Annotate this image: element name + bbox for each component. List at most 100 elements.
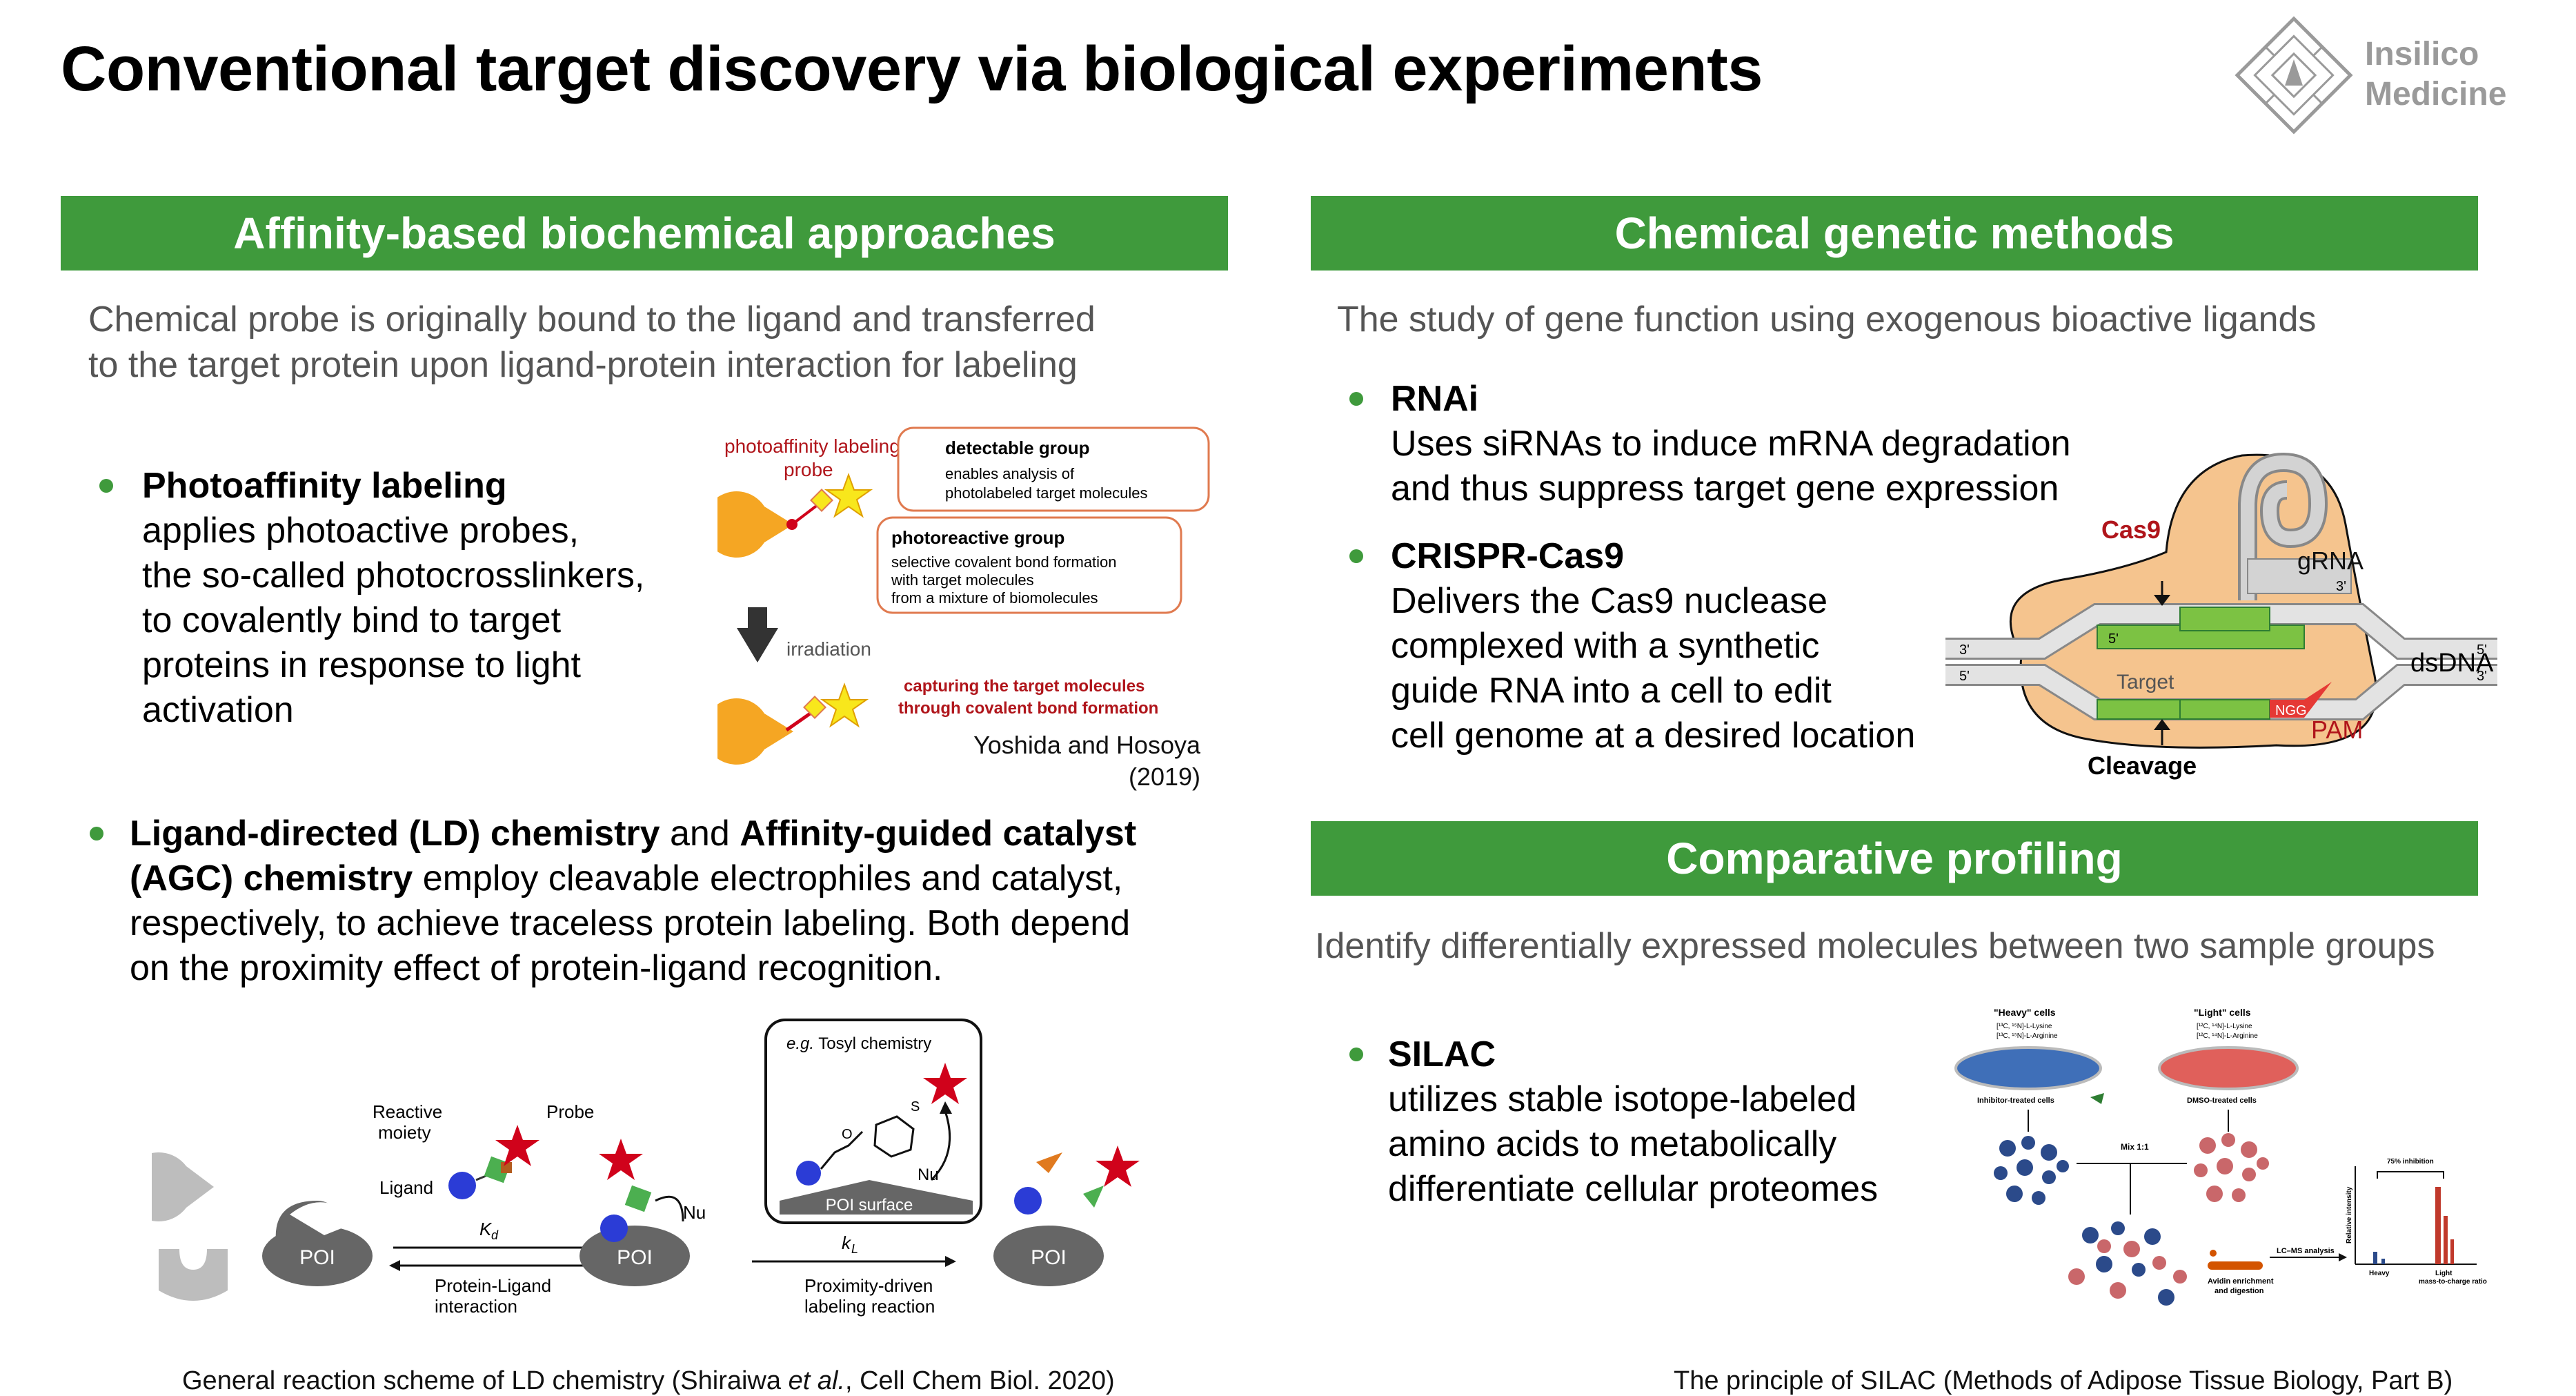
crispr-line: cell genome at a desired location [1391, 716, 1916, 756]
detect-line: enables analysis of [945, 465, 1075, 482]
logo-line2: Medicine [2365, 76, 2507, 112]
silac-line: amino acids to metabolically [1388, 1124, 1837, 1164]
comparative-intro: Identify differentially expressed molecu… [1315, 926, 2435, 966]
probe-star-icon [495, 1125, 539, 1166]
dna-5prime-r: 5' [2477, 642, 2487, 658]
inhibition-label: 75% inhibition [2387, 1158, 2434, 1166]
heavy-dish-icon [1954, 1046, 2102, 1090]
ld-chemistry-bullet: Ligand-directed (LD) chemistry and Affin… [84, 812, 1261, 991]
photoaffinity-title: Photoaffinity labeling [142, 466, 507, 506]
grna-label: gRNA [2297, 547, 2364, 575]
probe-label: Probe [546, 1101, 594, 1122]
silac-line: utilizes stable isotope-labeled [1388, 1079, 1857, 1119]
poi-shape-icon [993, 1226, 1104, 1286]
rnai-line: Uses siRNAs to induce mRNA degradation [1391, 424, 2071, 464]
affinity-intro-line1: Chemical probe is originally bound to th… [88, 299, 1096, 340]
crispr-title: CRISPR-Cas9 [1391, 536, 1625, 576]
photo-line: from a mixture of biomolecules [891, 589, 1098, 607]
pd-label: Proximity-driven [804, 1275, 933, 1296]
reactive-label2: moiety [378, 1122, 431, 1143]
poi-surface-label: POI surface [826, 1196, 913, 1215]
dsdna-label: dsDNA [2410, 649, 2494, 678]
photo-citation: Yoshida and Hosoya [973, 731, 1201, 759]
agc-bold2: (AGC) chemistry [130, 858, 413, 898]
page-title: Conventional target discovery via biolog… [61, 34, 1763, 104]
probe-label2: probe [784, 459, 833, 480]
photo-line: with target molecules [891, 571, 1034, 589]
agc-bold: Affinity-guided catalyst [740, 814, 1137, 854]
photoaffinity-line: applies photoactive probes, [142, 511, 579, 551]
cleavage-arrow-icon [2154, 719, 2170, 730]
silac-figure: "Heavy" cells [¹³C, ¹⁵N]-L-Lysine [¹³C, … [1954, 1007, 2487, 1306]
dna-3prime: 3' [1959, 642, 1970, 658]
kl-label: k [842, 1232, 852, 1253]
light-cells-label: "Light" cells [2194, 1007, 2251, 1018]
cleavage-label: Cleavage [2088, 751, 2197, 780]
probe-star-icon [923, 1063, 967, 1104]
cleavage-arrow-icon [2154, 595, 2170, 606]
affinity-header: Affinity-based biochemical approaches [61, 196, 1228, 271]
poi-label: POI [617, 1246, 653, 1269]
detect-line: photolabeled target molecules [945, 484, 1148, 502]
reactive-label: Reactive [373, 1101, 442, 1122]
ld-line1: Ligand-directed (LD) chemistry and Affin… [130, 812, 1261, 856]
ld-bold: Ligand-directed (LD) chemistry [130, 814, 660, 854]
tosyl-eg: e.g. [786, 1034, 814, 1053]
logo-line1: Insilico [2365, 36, 2479, 72]
crispr-line: guide RNA into a cell to edit [1391, 671, 1832, 711]
rnai-line: and thus suppress target gene expression [1391, 469, 2059, 509]
avidin-label: Avidin enrichment [2208, 1277, 2274, 1286]
lcms-label: LC–MS analysis [2277, 1247, 2335, 1255]
silac-title: SILAC [1388, 1034, 1496, 1074]
photoaffinity-bullet: Photoaffinity labeling applies photoacti… [97, 464, 644, 733]
silac-caption: The principle of SILAC (Methods of Adipo… [1674, 1366, 2453, 1395]
photoaffinity-line: activation [142, 690, 294, 730]
inhib-label: Inhibitor-treated cells [1977, 1097, 2054, 1105]
ld-caption-em: et al. [788, 1366, 845, 1395]
arrow-down-icon [737, 607, 778, 662]
mz-label: mass-to-charge ratio [2419, 1278, 2487, 1286]
logo-text: Insilico Medicine [2365, 35, 2506, 115]
mix-label: Mix 1:1 [2121, 1142, 2149, 1152]
affinity-intro-line2: to the target protein upon ligand-protei… [88, 345, 1078, 385]
photoaffinity-figure: photoaffinity labeling probe detectable … [717, 426, 1210, 791]
pam-label: PAM [2311, 716, 2363, 744]
heavy-axis-label: Heavy [2369, 1270, 2390, 1277]
grna-3prime: 3' [2336, 579, 2346, 594]
photo-title: photoreactive group [891, 527, 1064, 548]
pocket-shape-icon [159, 1249, 228, 1301]
cas9-label: Cas9 [2101, 515, 2161, 544]
crispr-bullet: CRISPR-Cas9 Delivers the Cas9 nuclease c… [1347, 534, 1915, 758]
silac-bullet: SILAC utilizes stable isotope-labeled am… [1347, 1032, 1878, 1212]
inhibitor-icon [2090, 1093, 2104, 1104]
pacman-bound-icon [717, 698, 793, 765]
tosyl-label: e.g. Tosyl chemistry [786, 1034, 931, 1053]
probe-label: photoaffinity labeling [724, 435, 900, 457]
avidin-label2: and digestion [2215, 1287, 2264, 1295]
rnai-bullet: RNAi Uses siRNAs to induce mRNA degradat… [1347, 377, 2071, 511]
cas9-figure: Cas9 gRNA 3' NGG 3' 5' 5' 5' 3' Target P… [1945, 452, 2497, 780]
target-label: Target [2117, 671, 2174, 694]
heavy-cells-label: "Heavy" cells [1994, 1007, 2056, 1018]
heavy-arg: [¹³C, ¹⁵N]-L-Arginine [1997, 1032, 2058, 1040]
oxygen-label: O [842, 1127, 853, 1142]
poi-shape-icon [262, 1226, 373, 1286]
probe-star-icon [599, 1139, 643, 1180]
sulfur-label: S [911, 1099, 920, 1114]
bullet-dot [1349, 549, 1363, 563]
ld-text2: employ cleavable electrophiles and catal… [413, 858, 1123, 898]
poi-label: POI [299, 1246, 335, 1269]
crispr-line: Delivers the Cas9 nuclease [1391, 581, 1827, 621]
photo-citation-year: (2019) [1129, 763, 1200, 791]
affinity-intro: Chemical probe is originally bound to th… [88, 297, 1096, 388]
capture-line: through covalent bond formation [898, 699, 1158, 718]
target-5prime: 5' [2108, 631, 2119, 647]
dmso-label: DMSO-treated cells [2187, 1097, 2257, 1105]
ld-scheme-figure: POI Reactive moiety Probe Ligand K d Pro… [152, 1019, 1140, 1317]
comparative-header: Comparative profiling [1311, 821, 2478, 896]
light-lys: [¹²C, ¹⁴N]-L-Lysine [2197, 1023, 2252, 1030]
flag-icon [1083, 1186, 1104, 1208]
ld-line4: on the proximity effect of protein-ligan… [130, 948, 943, 988]
rnai-title: RNAi [1391, 379, 1479, 419]
light-dish-icon [2158, 1046, 2299, 1090]
